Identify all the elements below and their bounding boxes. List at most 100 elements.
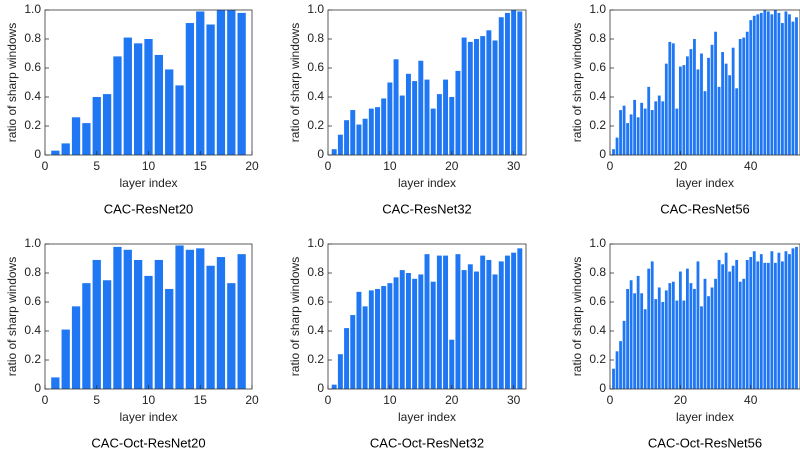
bar (724, 63, 728, 155)
bar (682, 300, 686, 389)
x-tick-label: 15 (194, 393, 208, 407)
bar (626, 123, 629, 155)
bar (615, 137, 619, 155)
bar (393, 59, 399, 155)
y-tick-label: 0.8 (307, 265, 324, 279)
x-axis-label: layer index (676, 176, 734, 190)
bar (752, 15, 756, 155)
bar (517, 248, 523, 389)
bar (640, 293, 644, 389)
bar (331, 384, 337, 389)
bar (165, 69, 174, 155)
y-tick-label: 0.4 (589, 89, 606, 103)
x-tick-label: 20 (674, 393, 688, 407)
bar (467, 41, 473, 155)
bar (92, 97, 101, 155)
bar (661, 302, 665, 389)
bar (664, 290, 668, 389)
y-tick-label: 0.4 (24, 89, 41, 103)
bar (337, 134, 343, 155)
bar (615, 351, 619, 389)
bar (612, 149, 615, 155)
x-tick-label: 10 (142, 393, 156, 407)
bar (480, 36, 486, 155)
chart-title: CAC-Oct-ResNet56 (648, 435, 762, 450)
x-tick-label: 20 (245, 159, 259, 173)
y-tick-label: 0.2 (589, 352, 606, 366)
bar (356, 124, 362, 155)
chart-title: CAC-ResNet20 (104, 201, 194, 216)
bar (492, 274, 498, 389)
bar (759, 12, 763, 156)
y-tick-label: 0.6 (24, 294, 41, 308)
x-tick-label: 40 (744, 159, 758, 173)
bar (443, 79, 449, 155)
bar (686, 268, 689, 389)
bar (196, 11, 205, 156)
bar (749, 257, 753, 389)
bar (461, 270, 467, 389)
subplot: 0 0.2 0.4 0.6 0.8 1.0 0 20 40 layer index ratio of… (570, 2, 800, 216)
bar (781, 23, 784, 155)
bar (766, 262, 770, 389)
bar (418, 274, 424, 389)
bar (668, 41, 672, 155)
bar (517, 11, 523, 156)
bar (773, 10, 777, 155)
bar (682, 65, 686, 155)
bar (412, 278, 418, 389)
bar (689, 283, 693, 389)
bar (144, 39, 153, 155)
bar (693, 288, 696, 389)
y-tick-label: 0 (599, 381, 606, 395)
bar (387, 283, 393, 389)
bar (650, 110, 654, 155)
bar (738, 281, 742, 389)
y-tick-label: 0.2 (24, 352, 41, 366)
bar (647, 268, 651, 389)
bar (393, 277, 399, 389)
bar (714, 31, 717, 155)
bar (165, 288, 174, 389)
bar (707, 57, 710, 155)
x-tick-label: 30 (507, 159, 521, 173)
bar (629, 114, 633, 155)
bar (350, 315, 356, 389)
bar (770, 14, 774, 155)
bar (717, 86, 721, 155)
bar (731, 47, 735, 156)
bar (467, 264, 473, 389)
bar (154, 259, 163, 389)
bar (703, 278, 707, 389)
bar (717, 259, 721, 389)
bar (498, 261, 504, 389)
bar (633, 99, 637, 155)
axes-box (327, 9, 527, 156)
bar (486, 30, 492, 155)
bar (742, 37, 746, 155)
bar (134, 259, 143, 389)
bar (636, 275, 640, 389)
bar (703, 91, 707, 155)
bar (678, 271, 682, 389)
bar (696, 261, 700, 389)
bar (752, 251, 756, 389)
x-tick-label: 5 (93, 393, 100, 407)
bar (337, 354, 343, 389)
bar (113, 246, 122, 389)
bar (511, 10, 517, 155)
y-tick-label: 1.0 (24, 2, 41, 16)
x-tick-label: 0 (607, 159, 614, 173)
y-axis-label: ratio of sharp windows (288, 257, 302, 376)
bar (436, 255, 442, 389)
y-tick-label: 0.4 (589, 323, 606, 337)
bar (626, 288, 629, 389)
bar (671, 281, 675, 389)
bar (399, 95, 405, 155)
bar (714, 278, 717, 389)
y-tick-label: 0.8 (589, 265, 606, 279)
bar (474, 271, 479, 389)
bar (123, 37, 132, 155)
bar (728, 75, 732, 155)
subplot: 0 0.2 0.4 0.6 0.8 1.0 0 20 40 layer index ratio of… (570, 236, 800, 450)
